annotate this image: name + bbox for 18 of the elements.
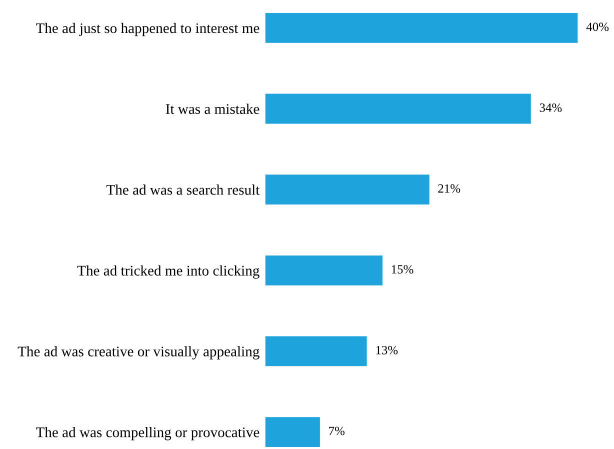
y-tick-label: The ad was a search result [106,184,260,195]
data-label: 21% [438,184,460,193]
bar [265,255,382,286]
y-tick-label: It was a mistake [166,104,260,114]
bar [265,12,578,43]
bar [265,94,531,124]
y-tick-label: The ad was creative or visually appealing [18,346,260,360]
bar [265,336,367,366]
bar [265,174,430,205]
data-label: 40% [586,22,609,32]
data-label: 7% [329,426,345,436]
bar [265,417,320,447]
data-label: 15% [392,265,414,274]
y-tick-label: The ad was compelling or provocative [36,426,260,440]
y-tick-label: The ad just so happened to interest me [36,22,260,36]
data-label: 13% [376,346,398,354]
y-tick-label: The ad tricked me into clicking [77,265,260,279]
data-label: 34% [540,103,562,112]
